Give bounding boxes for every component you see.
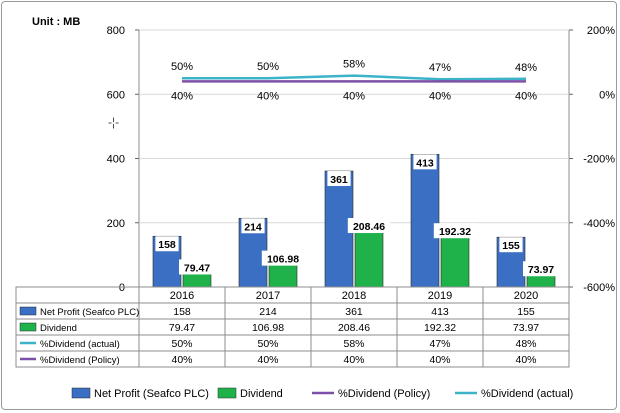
data-label-bg — [179, 259, 215, 275]
table-cell: 40% — [515, 354, 536, 366]
data-label-bg — [241, 218, 265, 234]
table-cell: 73.97 — [513, 322, 539, 334]
table-cell: 40% — [171, 354, 192, 366]
data-label: 155 — [502, 240, 520, 252]
table-cell: 192.32 — [424, 322, 456, 334]
line-data-label: 40% — [515, 90, 537, 102]
x-category-label: 2016 — [170, 290, 194, 302]
data-label-bg — [347, 218, 391, 234]
data-label-bg — [499, 237, 523, 253]
y-tick-label: 600 — [107, 89, 125, 101]
data-label-bg — [523, 261, 559, 277]
unit-label: Unit : MB — [32, 16, 81, 28]
table-cell: 48% — [515, 338, 536, 350]
table-series-name: %Dividend (Policy) — [40, 355, 120, 366]
table-cell: 40% — [429, 354, 450, 366]
table-cell: 208.46 — [338, 322, 370, 334]
line-data-label: 47% — [429, 62, 451, 74]
line-data-label: 50% — [171, 61, 193, 73]
line-data-label: 58% — [343, 59, 365, 71]
x-category-label: 2019 — [428, 290, 452, 302]
y-tick-label: 0 — [119, 282, 125, 294]
y2-tick-label: 200% — [587, 25, 615, 37]
table-cell: 50% — [257, 338, 278, 350]
table-cell: 50% — [171, 338, 192, 350]
y-tick-label: 800 — [107, 25, 125, 37]
table-series-name: Net Profit (Seafco PLC) — [40, 307, 139, 318]
line-data-label: 50% — [257, 61, 279, 73]
line-data-label: 40% — [257, 90, 279, 102]
legend-key — [71, 387, 91, 399]
data-label-bg — [327, 171, 351, 187]
data-label: 192.32 — [439, 226, 471, 238]
table-cell: 158 — [173, 306, 191, 318]
data-label: 361 — [330, 174, 348, 186]
legend-label: Net Profit (Seafco PLC) — [94, 388, 209, 400]
data-label: 413 — [416, 157, 434, 169]
table-cell: 40% — [257, 354, 278, 366]
x-category-label: 2020 — [514, 290, 538, 302]
y-tick-label: 400 — [107, 154, 125, 166]
line-data-label: 48% — [515, 62, 537, 74]
data-label: 73.97 — [528, 264, 554, 276]
y2-tick-label: -400% — [583, 218, 615, 230]
data-label: 106.98 — [267, 254, 299, 266]
cursor-mark: -¦- — [108, 115, 119, 129]
data-label-bg — [155, 236, 179, 252]
data-label: 79.47 — [184, 262, 210, 274]
table-cell: 58% — [343, 338, 364, 350]
bar — [410, 154, 440, 288]
table-series-name: %Dividend (actual) — [40, 339, 120, 350]
data-label: 158 — [158, 239, 176, 251]
table-legend-key — [19, 306, 37, 316]
table-cell: 40% — [343, 354, 364, 366]
series-line — [182, 74, 527, 81]
table-series-name: Dividend — [40, 323, 77, 334]
legend-label: Dividend — [240, 388, 283, 400]
table-cell: 47% — [429, 338, 450, 350]
table-cell: 79.47 — [169, 322, 195, 334]
table-cell: 413 — [431, 306, 449, 318]
data-label-bg — [433, 223, 477, 239]
data-label-bg — [413, 154, 437, 170]
legend-label: %Dividend (Policy) — [338, 388, 430, 400]
y2-tick-label: 0% — [599, 89, 615, 101]
data-label-bg — [261, 250, 305, 266]
line-data-label: 40% — [171, 90, 193, 102]
line-data-label: 40% — [429, 90, 451, 102]
table-legend-key — [19, 322, 37, 332]
data-label: 214 — [244, 221, 262, 233]
legend-label: %Dividend (actual) — [481, 388, 573, 400]
line-data-label: 40% — [343, 90, 365, 102]
table-cell: 155 — [517, 306, 535, 318]
y-tick-label: 200 — [107, 218, 125, 230]
legend-key — [217, 387, 237, 399]
y2-tick-label: -200% — [583, 154, 615, 166]
data-label: 208.46 — [353, 221, 385, 233]
table-cell: 361 — [345, 306, 363, 318]
y2-tick-label: -600% — [583, 282, 615, 294]
table-cell: 214 — [259, 306, 277, 318]
x-category-label: 2018 — [342, 290, 366, 302]
x-category-label: 2017 — [256, 290, 280, 302]
table-cell: 106.98 — [252, 322, 284, 334]
